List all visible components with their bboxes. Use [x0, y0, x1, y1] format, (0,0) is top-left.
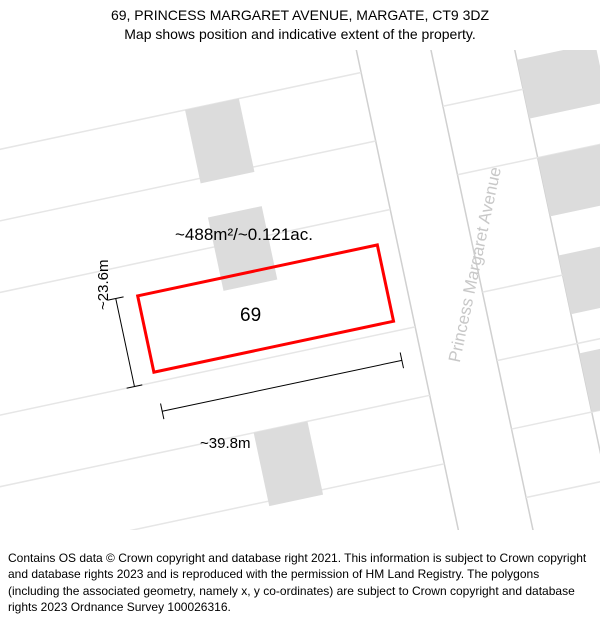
- map-area: ~488m²/~0.121ac. ~23.6m ~39.8m 69 Prince…: [0, 50, 600, 530]
- area-label: ~488m²/~0.121ac.: [175, 225, 313, 245]
- subtitle: Map shows position and indicative extent…: [0, 25, 600, 44]
- header: 69, PRINCESS MARGARET AVENUE, MARGATE, C…: [0, 6, 600, 44]
- width-dimension-label: ~39.8m: [200, 435, 250, 452]
- copyright-footer: Contains OS data © Crown copyright and d…: [8, 550, 592, 615]
- plot-number-label: 69: [240, 305, 261, 327]
- map-svg: [0, 50, 600, 530]
- height-dimension-label: ~23.6m: [95, 260, 112, 310]
- address-title: 69, PRINCESS MARGARET AVENUE, MARGATE, C…: [0, 6, 600, 25]
- map-container: 69, PRINCESS MARGARET AVENUE, MARGATE, C…: [0, 0, 600, 625]
